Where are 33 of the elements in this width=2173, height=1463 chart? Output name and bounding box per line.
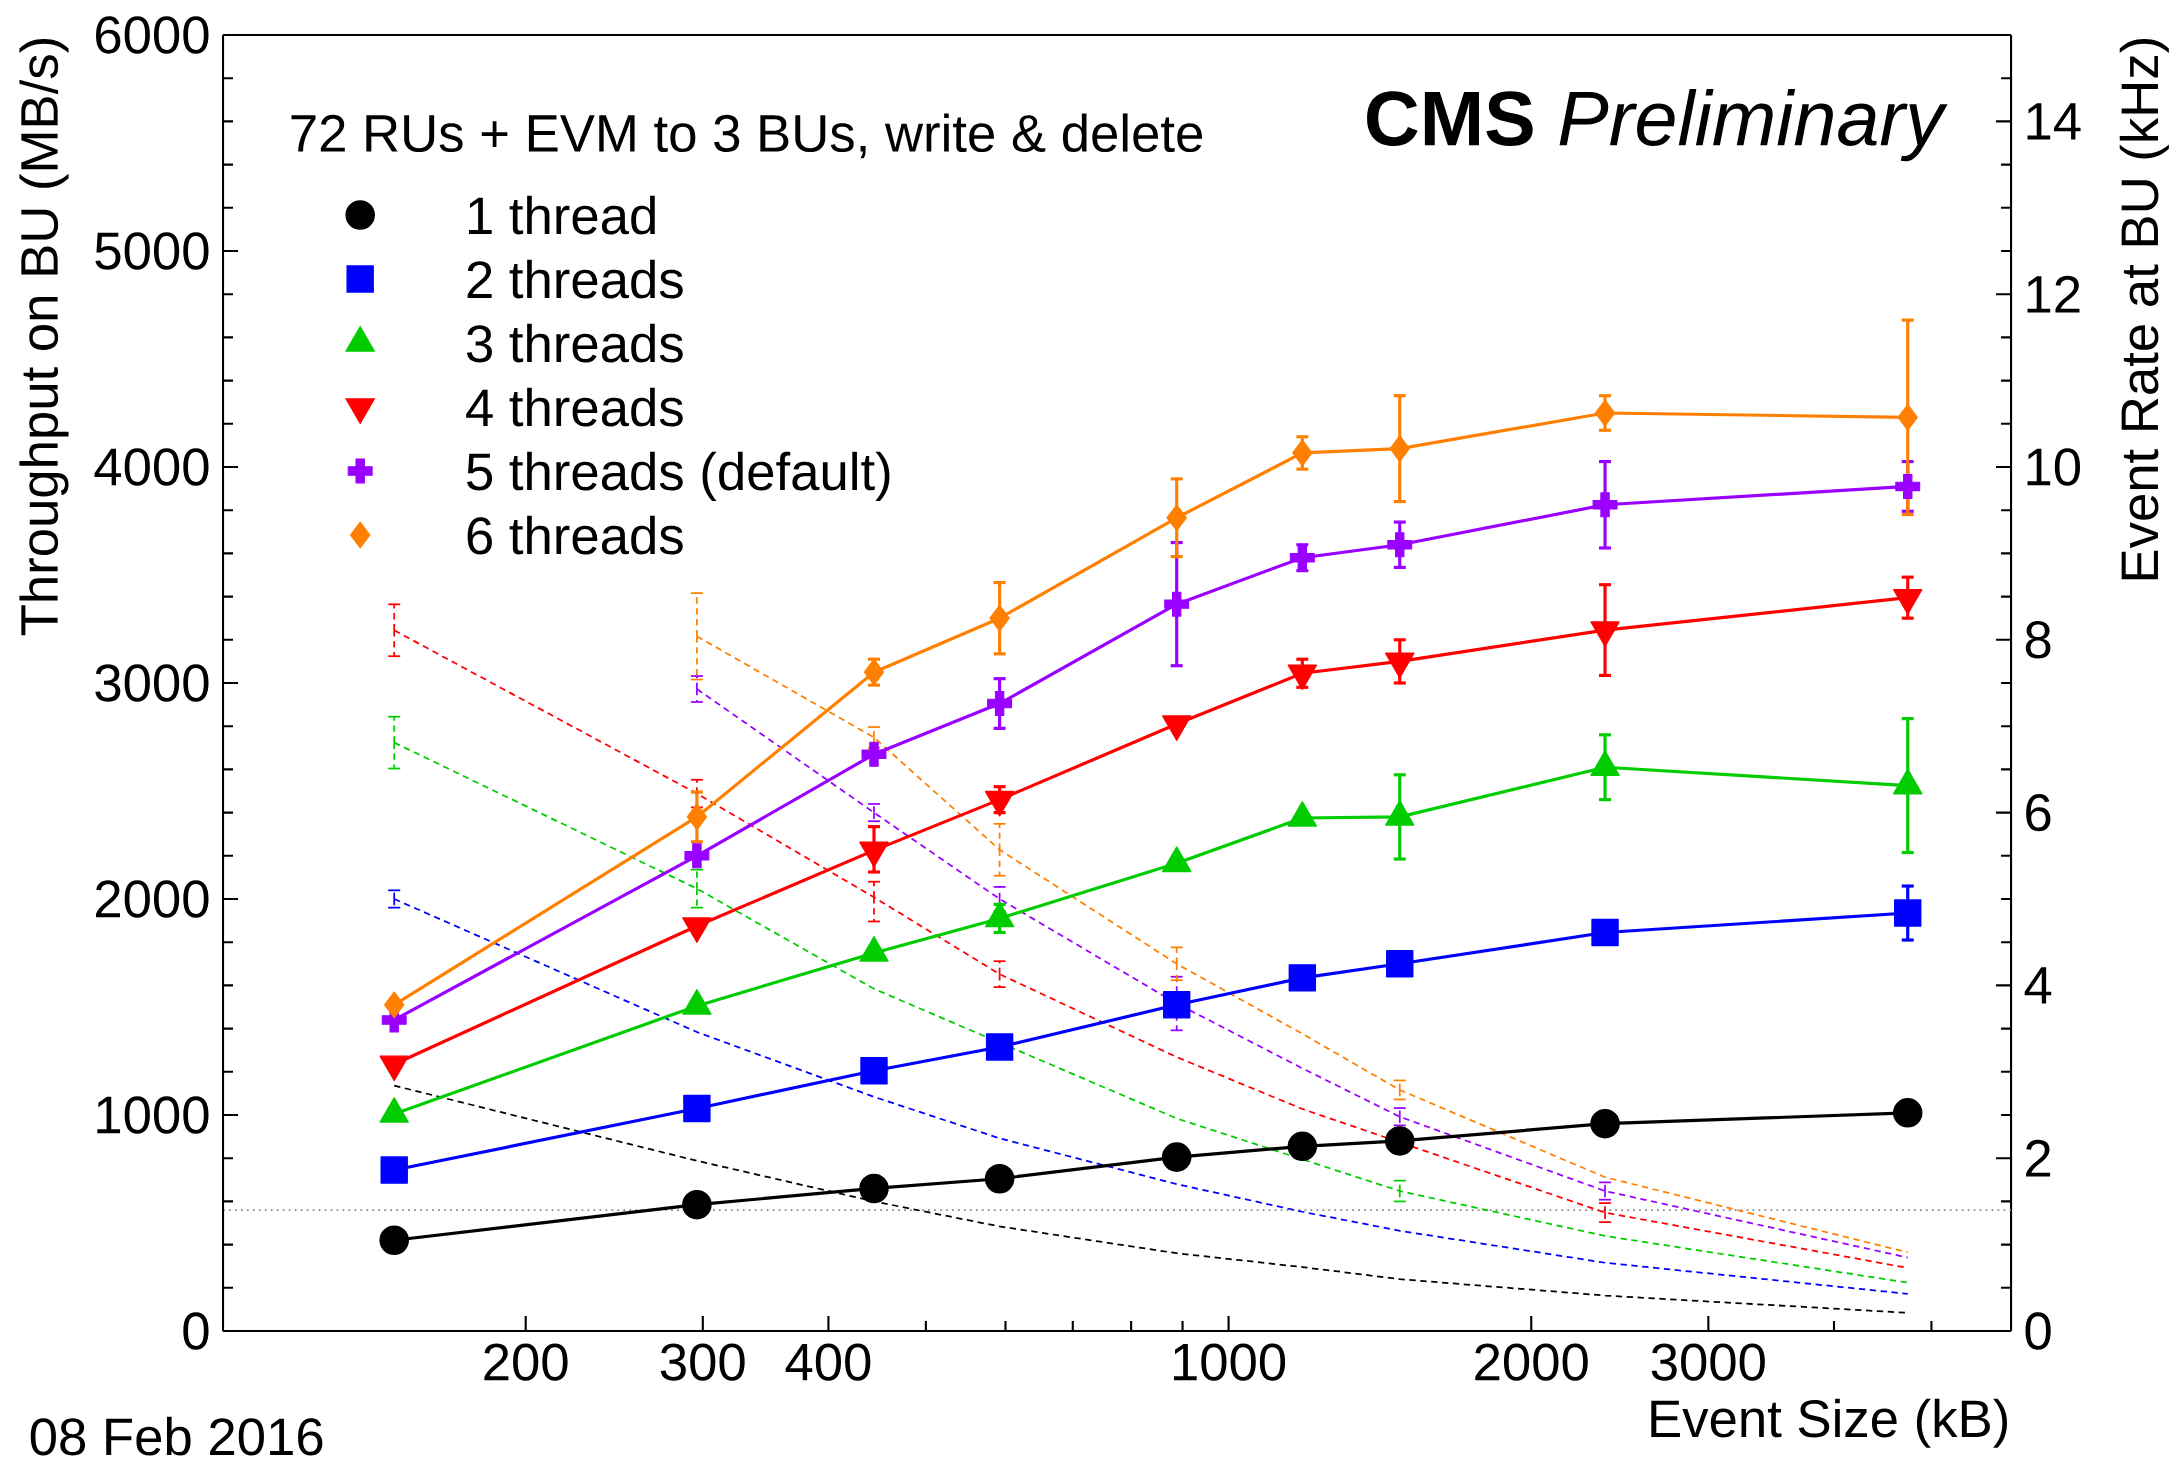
x-axis-title: Event Size (kB): [1651, 1398, 2007, 1448]
y-tick-label: 2000: [95, 880, 209, 918]
legend-title: 72 RUs + EVM to 3 BUs, write & delete: [291, 113, 1202, 159]
x-tick-label: 2000: [1475, 1343, 1588, 1381]
text: 08 Feb 2016: [30, 1416, 323, 1456]
x-tick-label: 3000: [1651, 1343, 1765, 1381]
x-tick-label: 1000: [1173, 1343, 1286, 1381]
y2-tick-label: 4: [2024, 967, 2052, 1004]
y2-tick-label: 10: [2027, 448, 2081, 486]
x-tick-label: 300: [660, 1343, 745, 1381]
legend-label: 2 threads: [467, 259, 683, 299]
x-tick-label: 400: [785, 1343, 871, 1381]
y-tick-label: 1000: [97, 1096, 209, 1134]
y-axis-title: Throughput on BU (MB/s): [19, 39, 69, 636]
y2-axis-title: Event Rate at BU (kHz): [2119, 39, 2169, 580]
legend-label: 6 threads: [467, 515, 683, 555]
legend-label: 1 thread: [468, 195, 655, 235]
legend-label: 5 threads (default): [467, 451, 890, 501]
y2-tick-label: 0: [2025, 1312, 2051, 1350]
y-tick-label: 6000: [96, 16, 209, 54]
y-tick-label: 3000: [95, 664, 209, 702]
y2-tick-label: 12: [2027, 275, 2080, 313]
y-tick-label: 0: [183, 1312, 209, 1350]
y2-tick-label: 14: [2027, 103, 2081, 140]
y2-tick-label: 2: [2026, 1139, 2051, 1177]
y-tick-label: 5000: [95, 232, 209, 270]
text: CMS Preliminary: [1367, 89, 1948, 162]
legend-label: 3 threads: [466, 323, 683, 363]
y2-tick-label: 8: [2025, 621, 2051, 659]
x-tick-label: 200: [484, 1343, 568, 1381]
legend-label: 4 threads: [466, 387, 683, 427]
y-tick-label: 4000: [94, 448, 209, 486]
y2-tick-label: 6: [2026, 793, 2051, 832]
